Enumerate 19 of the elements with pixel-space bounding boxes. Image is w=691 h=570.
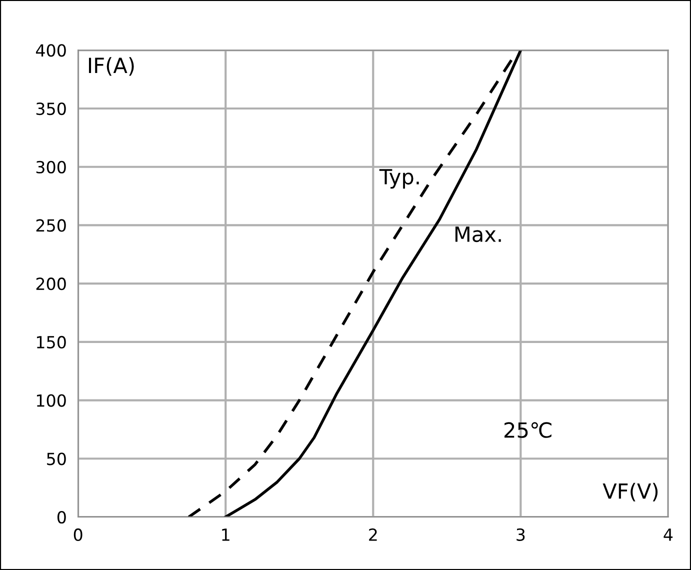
y-tick-label: 300 (36, 160, 66, 174)
x-tick-label: 1 (222, 528, 230, 541)
y-tick-label: 200 (36, 278, 66, 290)
y-tick-label: 0 (57, 510, 66, 524)
x-axis-title: VF(V) (602, 482, 658, 502)
y-tick-label: 100 (36, 394, 66, 407)
x-tick-label: 2 (369, 528, 377, 541)
x-tick-label: 4 (664, 528, 673, 541)
x-tick-label: 3 (516, 528, 525, 541)
y-tick-label: 50 (47, 452, 66, 466)
y-tick-label: 150 (36, 336, 66, 348)
y-tick-label: 250 (36, 219, 66, 232)
y-tick-label: 350 (36, 102, 66, 116)
y-axis-title: IF(A) (88, 57, 134, 76)
x-tick-label: 0 (74, 528, 82, 541)
series-label: Max. (455, 226, 501, 242)
series-label: Typ. (379, 169, 419, 189)
annotation: 25℃ (504, 422, 552, 438)
y-tick-label: 400 (36, 44, 66, 57)
